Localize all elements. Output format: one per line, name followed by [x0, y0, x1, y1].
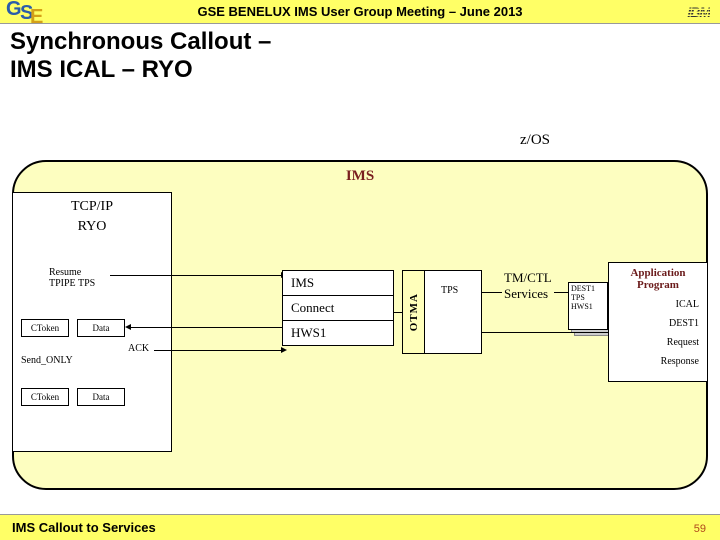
cell-ctoken: CToken — [21, 319, 69, 337]
tcpip-title: TCP/IP — [21, 199, 163, 215]
tps-label: TPS — [441, 285, 458, 296]
ack-label: ACK — [128, 343, 149, 354]
dest-stack: DEST1 TPS HWS1 — [568, 282, 612, 338]
resume-box: Resume TPIPE TPS — [49, 267, 95, 289]
tmctl-label: TM/CTL Services — [504, 270, 552, 301]
conn-otma — [394, 312, 402, 313]
ryo-title: RYO — [21, 219, 163, 235]
gse-logo: GSE — [6, 0, 44, 28]
header-title: GSE BENELUX IMS User Group Meeting – Jun… — [197, 4, 522, 19]
imsconn-l2: Connect — [283, 296, 393, 321]
cell-data: Data — [77, 319, 125, 337]
cell-data-2: Data — [77, 388, 125, 406]
footer-bar: IMS Callout to Services 59 — [0, 514, 720, 540]
cell-ctoken-2: CToken — [21, 388, 69, 406]
app-request: Request — [613, 337, 703, 348]
slide-title-l1: Synchronous Callout – — [10, 28, 710, 56]
otma-bar: OTMA — [403, 271, 425, 353]
page-number: 59 — [694, 523, 706, 535]
conn-tmctl-l — [482, 292, 502, 293]
row-ctoken-data-2: CToken Data — [21, 388, 125, 406]
otma-box: OTMA TPS — [402, 270, 482, 354]
send-only-label: Send_ONLY — [21, 355, 73, 366]
arrow-resume — [110, 275, 282, 276]
dest-card: DEST1 TPS HWS1 — [568, 282, 608, 330]
otma-text: OTMA — [408, 293, 420, 331]
row-ctoken-data-1: CToken Data — [21, 319, 125, 337]
ims-connect-box: IMS Connect HWS1 — [282, 270, 394, 346]
ibm-logo: IBM — [687, 4, 710, 20]
arrow-ack — [154, 350, 282, 351]
ims-label: IMS — [346, 168, 374, 185]
app-title-l2: Program — [613, 279, 703, 291]
app-ical: ICAL — [613, 299, 703, 310]
conn-app — [482, 332, 608, 333]
imsconn-l1: IMS — [283, 271, 393, 296]
header-bar: GSE GSE BENELUX IMS User Group Meeting –… — [0, 0, 720, 24]
slide-title-l2: IMS ICAL – RYO — [10, 56, 710, 84]
app-response: Response — [613, 356, 703, 367]
imsconn-l3: HWS1 — [283, 321, 393, 345]
conn-deststack — [554, 292, 568, 293]
slide-title: Synchronous Callout – IMS ICAL – RYO — [0, 24, 720, 93]
tcpip-box: TCP/IP RYO Resume TPIPE TPS CToken Data … — [12, 192, 172, 452]
app-dest1: DEST1 — [613, 318, 703, 329]
arrow-data — [130, 327, 282, 328]
ims-region: IMS TCP/IP RYO Resume TPIPE TPS CToken D… — [12, 160, 708, 490]
zos-label: z/OS — [520, 132, 550, 149]
footer-text: IMS Callout to Services — [12, 520, 156, 535]
app-title-l1: Application — [613, 267, 703, 279]
app-program-box: Application Program ICAL DEST1 Request R… — [608, 262, 708, 382]
